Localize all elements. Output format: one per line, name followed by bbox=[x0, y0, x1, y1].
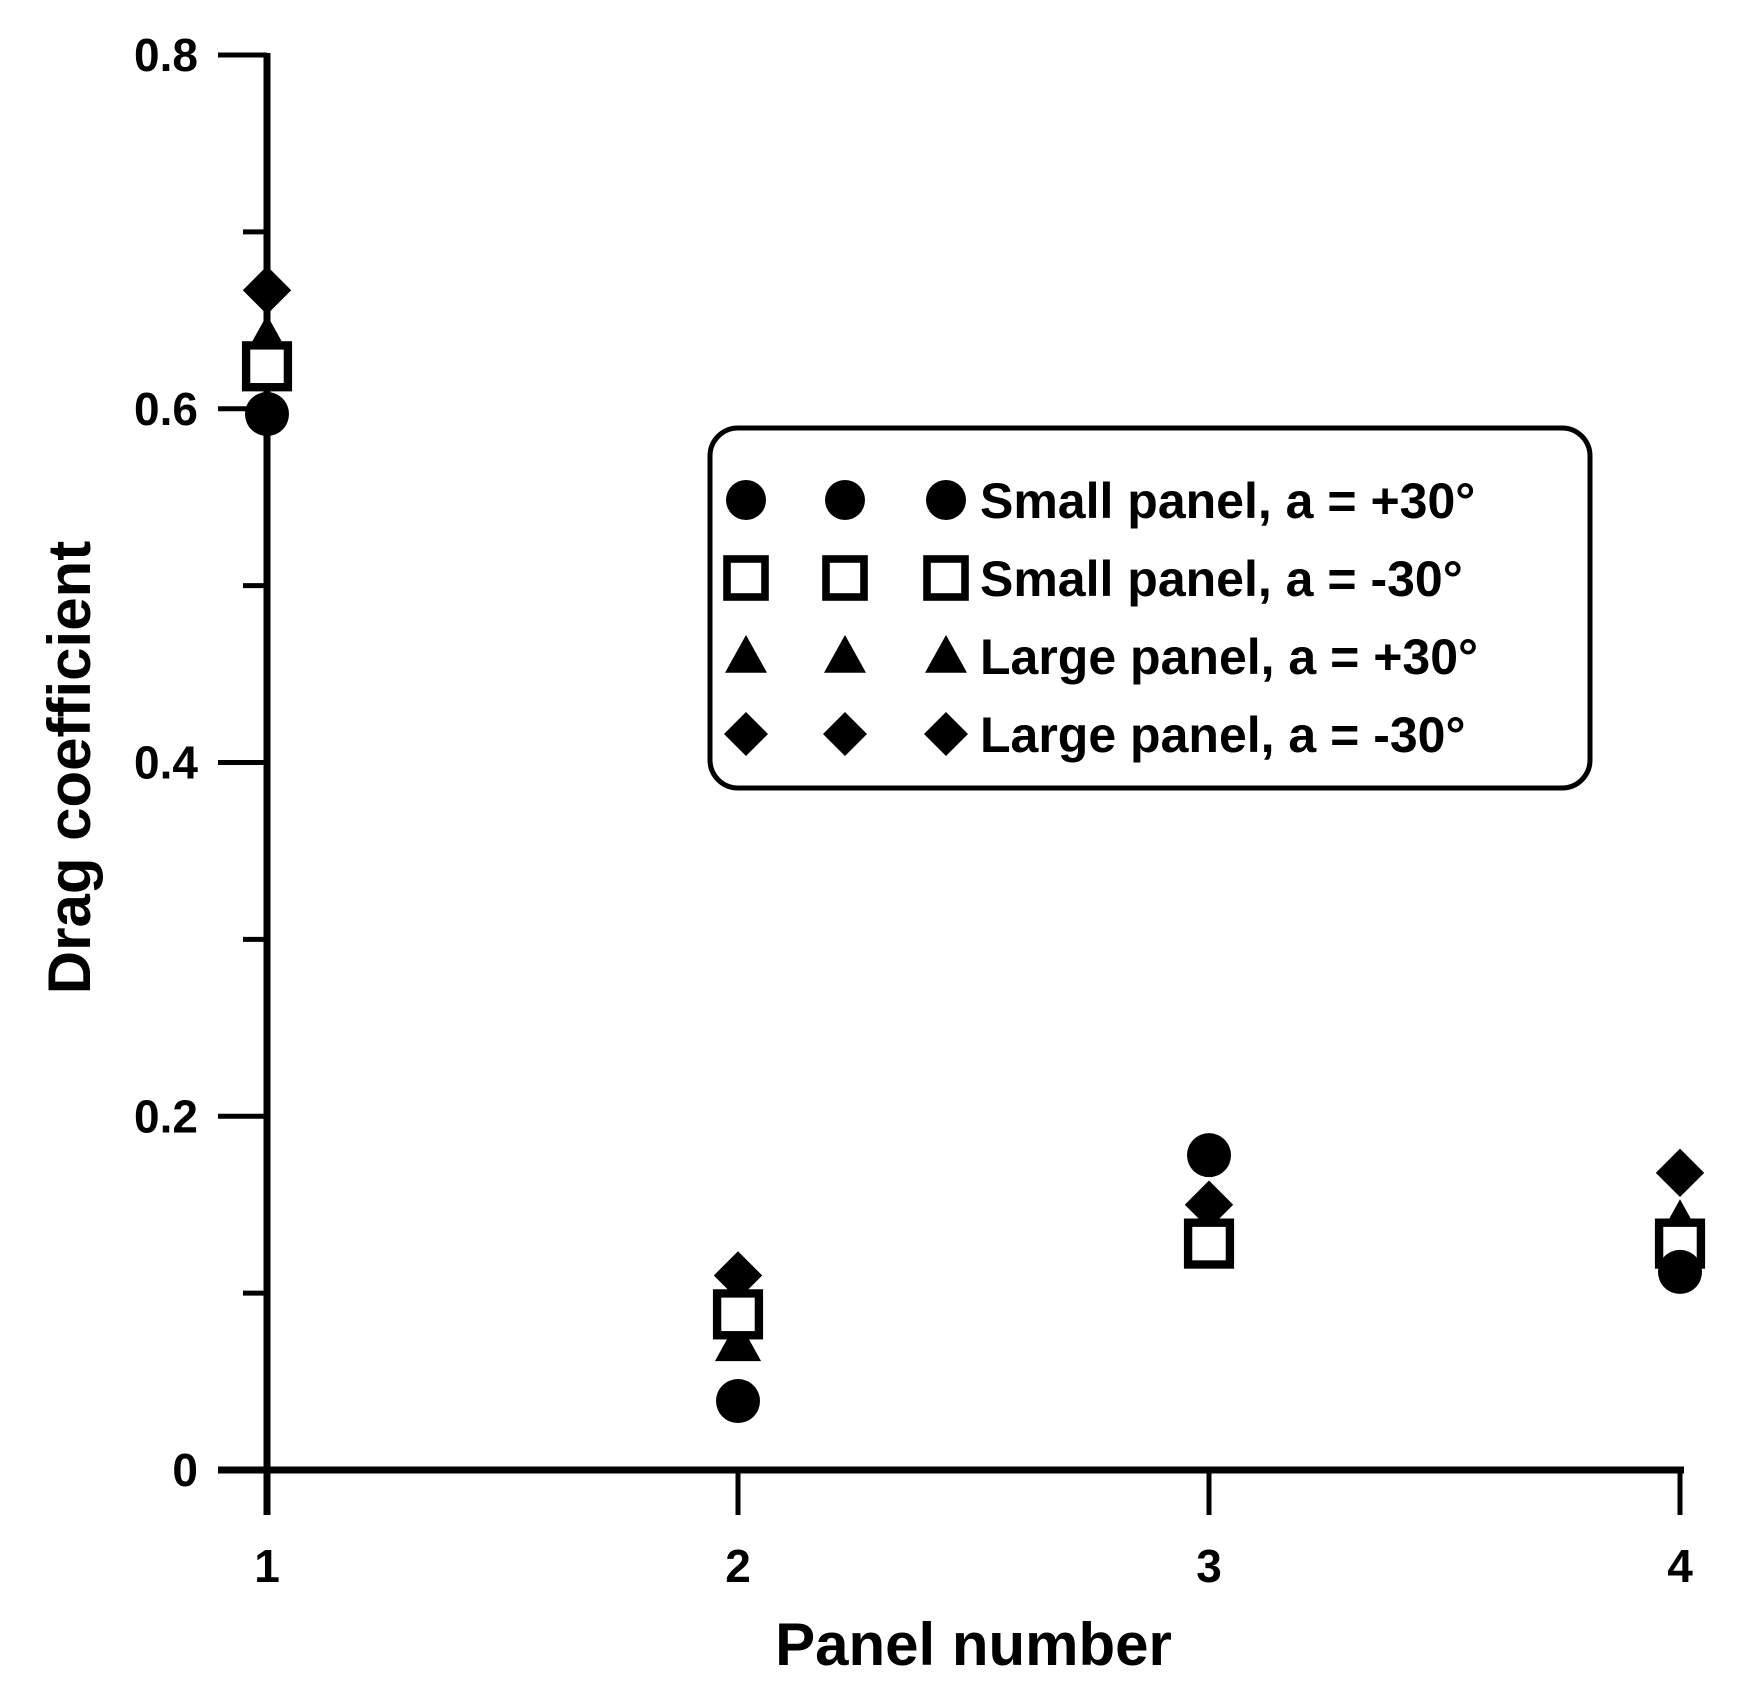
data-point bbox=[716, 1379, 760, 1424]
data-points bbox=[241, 266, 1706, 1424]
y-tick-label: 0.8 bbox=[134, 29, 198, 81]
legend-marker bbox=[726, 480, 766, 520]
legend-marker bbox=[923, 555, 969, 601]
x-axis-title: Panel number bbox=[775, 1611, 1172, 1678]
data-point bbox=[1183, 1218, 1235, 1269]
x-ticks: 1 2 3 4 bbox=[254, 1470, 1693, 1592]
data-point bbox=[241, 341, 293, 392]
legend-marker bbox=[724, 712, 768, 756]
legend-box bbox=[707, 425, 1593, 791]
legend-marker bbox=[924, 712, 968, 756]
legend-marker bbox=[825, 480, 865, 520]
legend-label: Large panel, a = -30° bbox=[980, 707, 1465, 763]
data-point bbox=[712, 1289, 764, 1340]
data-point bbox=[714, 1319, 762, 1362]
y-axis-title: Drag coefficient bbox=[36, 541, 103, 994]
data-point bbox=[1187, 1133, 1231, 1178]
legend-entries: Small panel, a = +30° Small panel, a = -3… bbox=[723, 473, 1478, 763]
data-point bbox=[1658, 1249, 1702, 1294]
x-tick-label: 2 bbox=[725, 1540, 751, 1592]
y-ticks: 0 0.2 0.4 0.6 0.8 bbox=[134, 29, 267, 1496]
legend-marker bbox=[822, 555, 868, 601]
legend-entry: Small panel, a = -30° bbox=[723, 551, 1463, 607]
legend-label: Small panel, a = +30° bbox=[980, 473, 1475, 529]
data-point bbox=[242, 266, 292, 315]
x-tick-label: 4 bbox=[1667, 1540, 1693, 1592]
legend-label: Large panel, a = +30° bbox=[980, 629, 1478, 685]
x-tick-label: 3 bbox=[1196, 1540, 1222, 1592]
legend: Small panel, a = +30° Small panel, a = -3… bbox=[707, 425, 1593, 791]
data-point bbox=[245, 392, 289, 437]
legend-entry: Small panel, a = +30° bbox=[726, 473, 1475, 529]
legend-marker bbox=[725, 635, 767, 673]
data-point bbox=[713, 1251, 763, 1300]
legend-marker bbox=[925, 635, 967, 673]
y-tick-label: 0.4 bbox=[134, 737, 198, 789]
legend-marker bbox=[823, 712, 867, 756]
x-tick-label: 1 bbox=[254, 1540, 280, 1592]
legend-marker bbox=[723, 555, 769, 601]
legend-marker bbox=[824, 635, 866, 673]
y-tick-label: 0 bbox=[172, 1444, 198, 1496]
legend-marker bbox=[926, 480, 966, 520]
legend-label: Small panel, a = -30° bbox=[980, 551, 1463, 607]
legend-entry: Large panel, a = -30° bbox=[724, 707, 1465, 763]
y-tick-label: 0.2 bbox=[134, 1090, 198, 1142]
data-point bbox=[1655, 1148, 1705, 1198]
legend-entry: Large panel, a = +30° bbox=[725, 629, 1478, 685]
y-tick-label: 0.6 bbox=[134, 383, 198, 435]
